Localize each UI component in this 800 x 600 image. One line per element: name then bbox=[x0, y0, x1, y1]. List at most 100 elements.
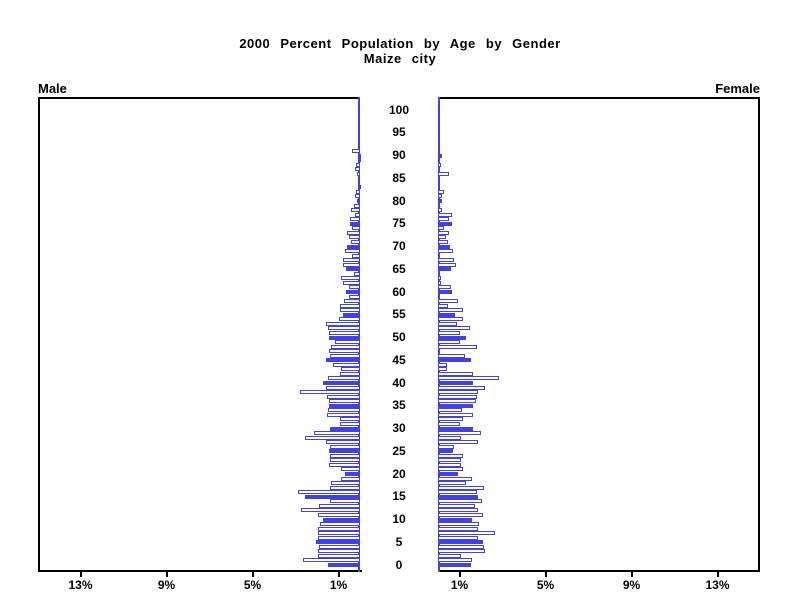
female-bar bbox=[438, 203, 441, 208]
female-bar bbox=[438, 522, 479, 527]
male-bar bbox=[329, 353, 360, 358]
male-bar bbox=[340, 476, 360, 481]
age-tick-label: 100 bbox=[388, 102, 410, 117]
male-bar bbox=[318, 535, 360, 540]
male-x-tick bbox=[165, 572, 168, 577]
female-bar bbox=[438, 412, 474, 417]
female-bar bbox=[438, 358, 472, 363]
female-panel-bottom-axis bbox=[438, 570, 760, 572]
male-bar bbox=[327, 563, 360, 567]
female-bar bbox=[438, 526, 478, 531]
male-bar bbox=[323, 381, 360, 385]
female-bar bbox=[438, 340, 460, 345]
female-bar bbox=[438, 235, 446, 240]
female-bar bbox=[438, 558, 473, 563]
age-tick-label: 10 bbox=[392, 512, 406, 526]
chart-title: 2000 Percent Population by Age by Gender bbox=[239, 36, 561, 51]
male-bar bbox=[355, 189, 360, 194]
male-bar bbox=[353, 203, 360, 208]
male-x-tick-label: 5% bbox=[243, 578, 262, 592]
female-bar bbox=[438, 176, 441, 181]
male-bar bbox=[319, 503, 360, 508]
age-tick-label: 40 bbox=[392, 375, 406, 390]
male-bar bbox=[333, 362, 360, 367]
female-bar bbox=[438, 194, 443, 199]
male-bar bbox=[340, 467, 360, 472]
age-tick-label: 60 bbox=[392, 284, 406, 299]
female-bar bbox=[438, 385, 486, 390]
age-tick-label: 85 bbox=[392, 170, 406, 185]
age-tick-label: 45 bbox=[392, 352, 406, 367]
male-bar bbox=[343, 299, 360, 304]
female-bar bbox=[438, 244, 450, 249]
female-bar bbox=[438, 226, 445, 231]
female-x-tick bbox=[544, 572, 547, 577]
age-tick-label: 25 bbox=[392, 443, 406, 458]
female-bar bbox=[438, 144, 441, 149]
female-bar bbox=[438, 280, 442, 285]
male-bar bbox=[329, 458, 360, 463]
female-bar bbox=[438, 490, 477, 495]
male-bar bbox=[325, 321, 360, 326]
male-bar bbox=[328, 399, 360, 404]
female-bar bbox=[438, 276, 442, 281]
male-panel-left-border bbox=[38, 97, 40, 572]
male-bar bbox=[339, 303, 360, 308]
female-bar bbox=[438, 317, 463, 322]
female-bar bbox=[438, 135, 440, 140]
female-x-tick-label: 1% bbox=[450, 578, 469, 592]
female-bar bbox=[438, 444, 455, 449]
male-bar bbox=[340, 276, 360, 281]
male-bar bbox=[342, 258, 360, 263]
female-bar bbox=[438, 494, 478, 499]
male-bar bbox=[346, 267, 360, 272]
female-bar bbox=[438, 371, 474, 376]
female-bar bbox=[438, 362, 447, 367]
female-bar bbox=[438, 367, 447, 372]
female-bar bbox=[438, 431, 481, 436]
female-bar bbox=[438, 512, 484, 517]
female-x-tick bbox=[630, 572, 633, 577]
female-bar bbox=[438, 221, 452, 226]
male-bar bbox=[352, 148, 360, 153]
male-bar bbox=[320, 522, 360, 527]
male-bar bbox=[329, 499, 360, 504]
female-bar bbox=[438, 167, 441, 172]
female-bar bbox=[438, 381, 474, 385]
female-bar bbox=[438, 390, 478, 395]
female-bar bbox=[438, 258, 455, 263]
female-bar bbox=[438, 139, 441, 144]
female-bar bbox=[438, 517, 473, 522]
female-bar bbox=[438, 217, 449, 222]
female-bar bbox=[438, 230, 449, 235]
female-bar bbox=[438, 535, 478, 540]
female-bar bbox=[438, 544, 485, 549]
male-bar bbox=[358, 158, 361, 163]
female-bar bbox=[438, 467, 463, 472]
male-bar bbox=[328, 330, 360, 335]
male-bar bbox=[338, 317, 360, 322]
male-bar bbox=[349, 285, 360, 290]
male-x-tick bbox=[79, 572, 82, 577]
female-bar bbox=[438, 458, 461, 463]
female-bar bbox=[438, 239, 448, 244]
female-bar bbox=[438, 267, 451, 272]
male-bar bbox=[344, 472, 360, 476]
male-bar bbox=[358, 185, 361, 190]
age-tick-label: 30 bbox=[392, 421, 406, 435]
male-bar bbox=[329, 453, 360, 458]
age-tick-label: 15 bbox=[392, 489, 406, 504]
female-bar bbox=[438, 321, 458, 326]
female-bar bbox=[438, 185, 441, 190]
male-bar bbox=[325, 358, 360, 363]
female-bar bbox=[438, 394, 477, 399]
female-bar bbox=[438, 312, 456, 317]
male-bar bbox=[350, 217, 360, 222]
male-bar bbox=[339, 421, 360, 426]
female-bar bbox=[438, 499, 483, 504]
female-bar bbox=[438, 212, 452, 217]
male-bar bbox=[358, 153, 361, 158]
female-x-tick bbox=[458, 572, 461, 577]
male-panel-bottom-axis bbox=[38, 570, 362, 572]
